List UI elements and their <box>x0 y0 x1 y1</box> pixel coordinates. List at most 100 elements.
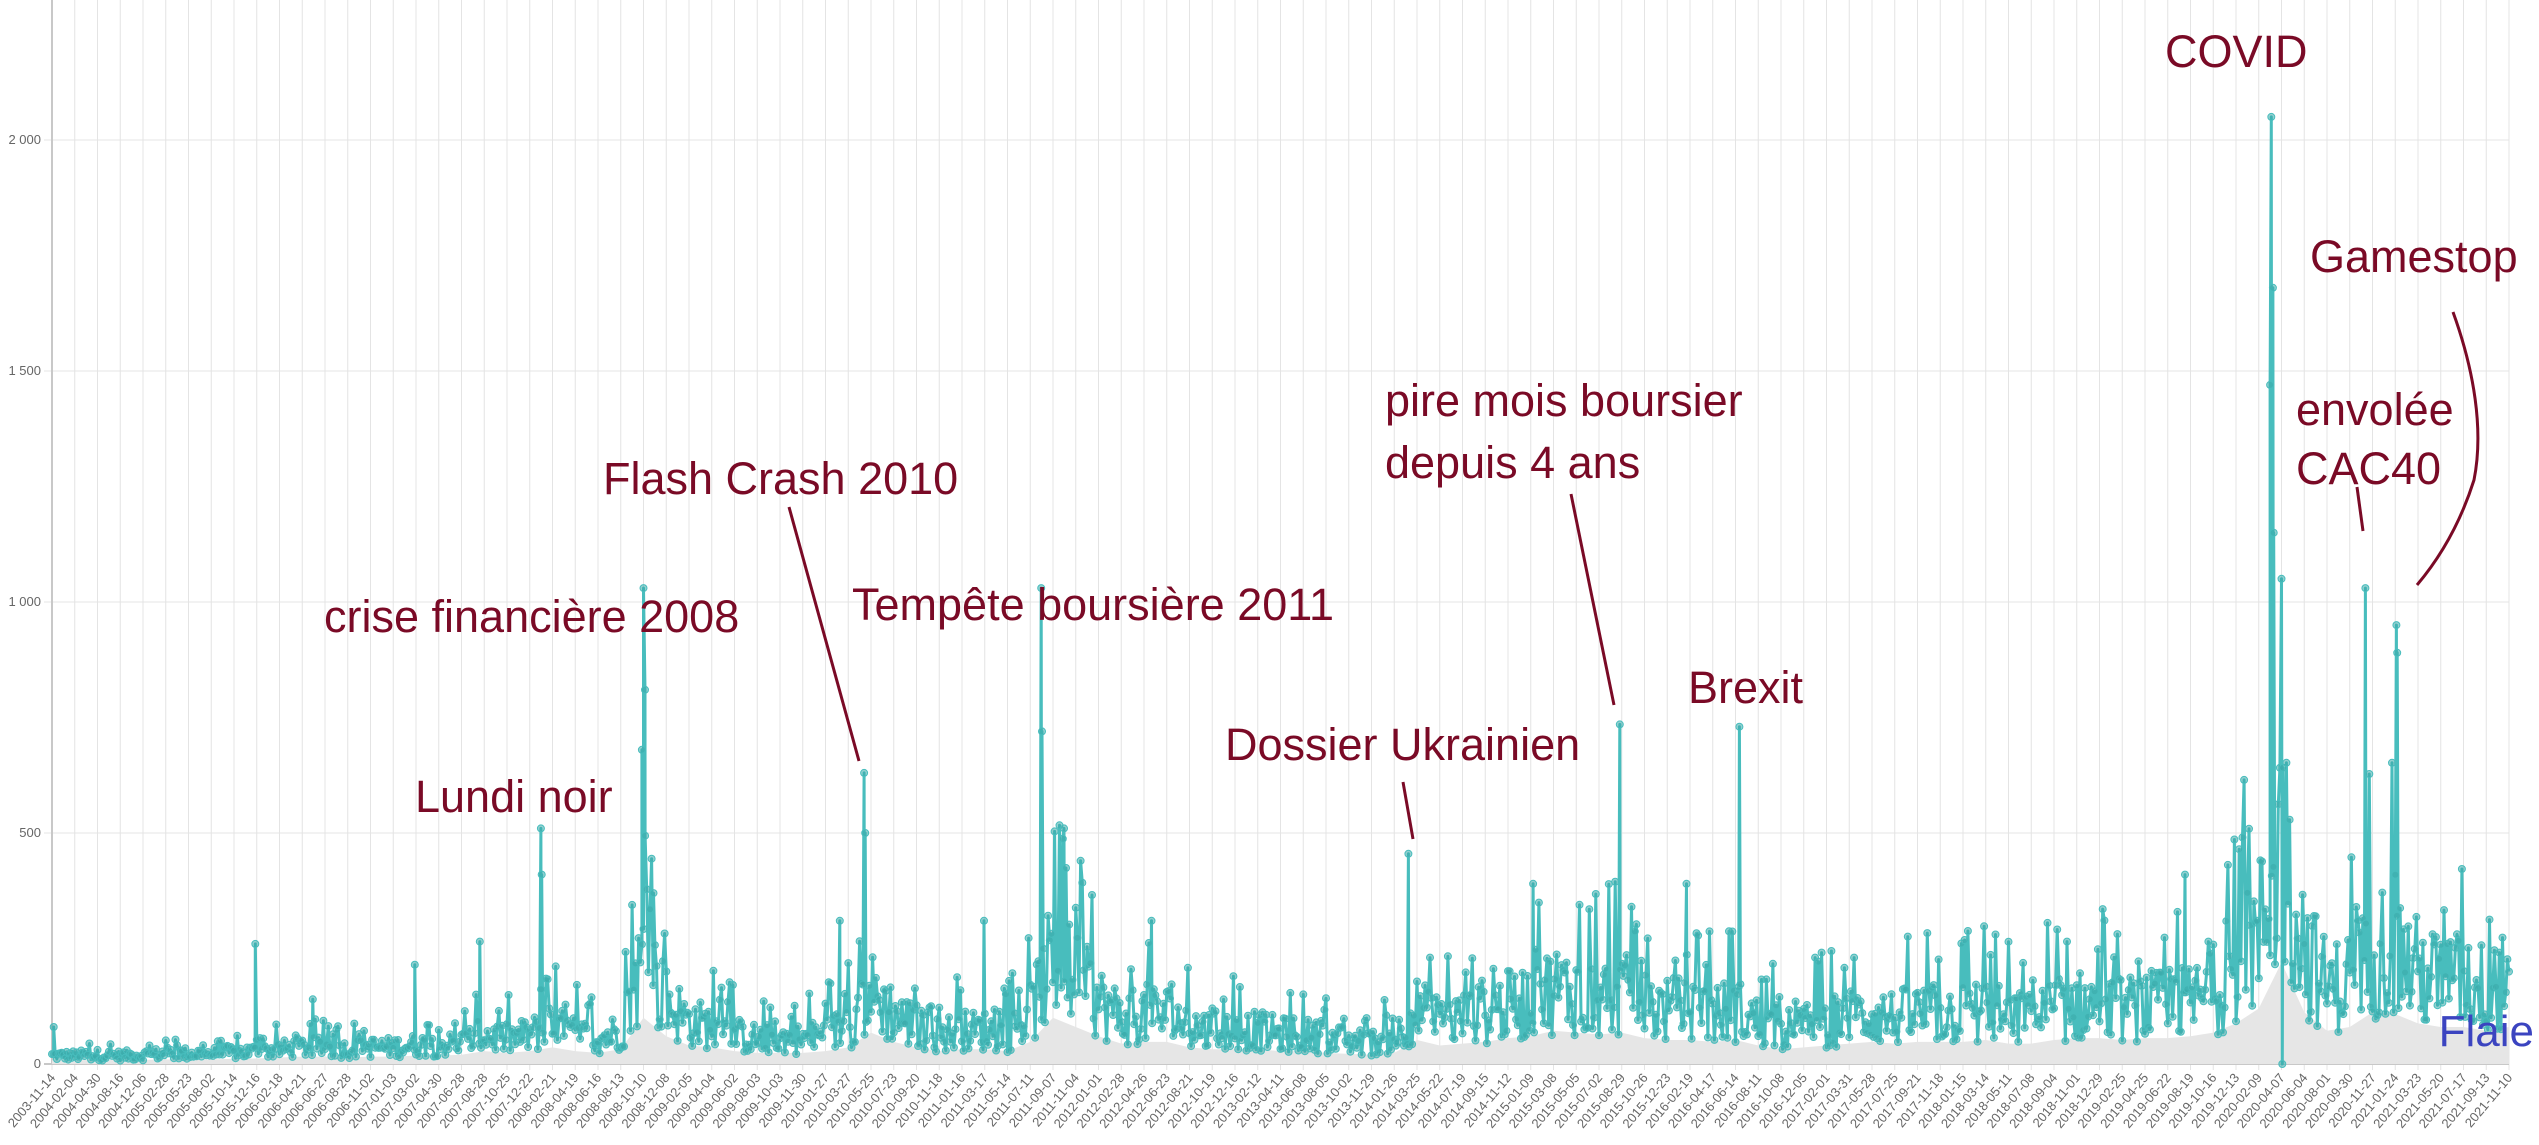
data-point <box>1989 1033 1998 1042</box>
data-point <box>915 1039 924 1048</box>
data-point <box>1999 1010 2008 1019</box>
data-point <box>1179 1030 1187 1039</box>
data-point <box>2001 1017 2010 1026</box>
data-point <box>2098 905 2107 914</box>
data-point <box>920 1045 929 1054</box>
data-point <box>2318 952 2327 961</box>
data-point <box>2466 1005 2474 1013</box>
data-point <box>1843 1014 1852 1023</box>
data-point <box>886 983 895 992</box>
data-point <box>707 1032 716 1041</box>
data-point <box>1661 1035 1670 1043</box>
data-point <box>2500 1002 2509 1011</box>
data-point <box>2041 1015 2050 1024</box>
annotation-pointer-envolee <box>2355 486 2365 532</box>
data-point <box>306 1019 315 1028</box>
data-point <box>719 1030 728 1039</box>
data-point <box>1959 983 1967 992</box>
data-point <box>2240 775 2249 784</box>
data-point <box>1902 985 1911 994</box>
data-point <box>1088 891 1096 899</box>
data-point <box>646 905 654 914</box>
data-point <box>997 1021 1005 1030</box>
data-point <box>311 1015 320 1024</box>
annotation-pointer-flash-crash <box>787 506 861 762</box>
data-point <box>1946 992 1954 1001</box>
data-point <box>2199 997 2208 1006</box>
data-point <box>308 995 317 1004</box>
data-point <box>1120 1030 1129 1039</box>
data-point <box>2267 871 2276 880</box>
data-point <box>1534 898 1543 907</box>
data-point <box>1322 994 1330 1003</box>
data-point <box>473 1017 482 1025</box>
data-point <box>2077 1033 2086 1042</box>
annotation-flash-crash: Flash Crash 2010 <box>603 453 958 504</box>
data-point <box>1466 990 1475 999</box>
data-point <box>1635 998 1644 1006</box>
data-point <box>2446 938 2455 947</box>
data-point <box>711 1040 719 1049</box>
data-point <box>858 980 867 989</box>
data-point <box>2306 1007 2315 1016</box>
data-point <box>2058 991 2067 1000</box>
data-point <box>2336 997 2344 1006</box>
data-point <box>1606 996 1615 1004</box>
data-point <box>1513 1021 1522 1030</box>
data-point <box>1682 950 1691 959</box>
data-point <box>2284 899 2292 908</box>
data-point <box>2178 964 2187 972</box>
data-point <box>139 1056 147 1065</box>
data-point <box>49 1023 58 1031</box>
data-point <box>420 1035 429 1044</box>
data-point <box>1963 927 1972 935</box>
data-point <box>649 981 658 990</box>
data-point <box>1408 1040 1417 1049</box>
data-point <box>2253 916 2262 925</box>
data-point <box>1062 864 1070 872</box>
data-point <box>1219 995 1228 1004</box>
data-point <box>980 1009 989 1018</box>
data-point <box>1382 1011 1391 1020</box>
data-point <box>1523 972 1532 980</box>
data-point <box>1078 878 1087 887</box>
data-point <box>2162 1000 2171 1009</box>
data-point <box>767 1030 776 1039</box>
data-point <box>1157 1024 1166 1033</box>
data-point <box>657 1022 666 1031</box>
data-point <box>2360 956 2369 964</box>
data-point <box>1816 1023 1824 1032</box>
data-point <box>2160 933 2169 942</box>
data-point <box>1393 1038 1402 1047</box>
data-point <box>1144 939 1153 947</box>
data-point <box>1783 1042 1792 1051</box>
data-point <box>1981 982 1990 991</box>
data-point <box>854 993 862 1002</box>
data-point <box>2314 979 2323 988</box>
data-point <box>2232 1017 2240 1026</box>
data-point <box>537 870 546 879</box>
data-point <box>360 1026 368 1035</box>
data-point <box>1752 996 1761 1005</box>
data-point <box>1591 890 1600 898</box>
data-point <box>2361 584 2370 593</box>
data-point <box>2188 983 2197 992</box>
data-point <box>1851 1013 1860 1022</box>
data-point <box>1479 987 1488 996</box>
data-point <box>1856 997 1865 1006</box>
data-point <box>949 1043 958 1052</box>
data-point <box>1110 984 1119 993</box>
data-point <box>2396 904 2405 913</box>
data-point <box>2313 1022 2322 1030</box>
annotation-pointer-pire-mois <box>1569 493 1616 706</box>
data-point <box>958 1037 966 1046</box>
data-point <box>1515 994 1524 1003</box>
data-point <box>1362 1014 1371 1023</box>
data-point <box>1833 998 1842 1007</box>
data-point <box>1627 902 1636 911</box>
data-point <box>1096 992 1105 1001</box>
data-point <box>823 1015 832 1024</box>
data-point <box>1192 1012 1200 1021</box>
data-point <box>2464 943 2473 952</box>
x-axis: 2003-11-142004-02-042004-04-302004-08-16… <box>5 1070 2516 1131</box>
